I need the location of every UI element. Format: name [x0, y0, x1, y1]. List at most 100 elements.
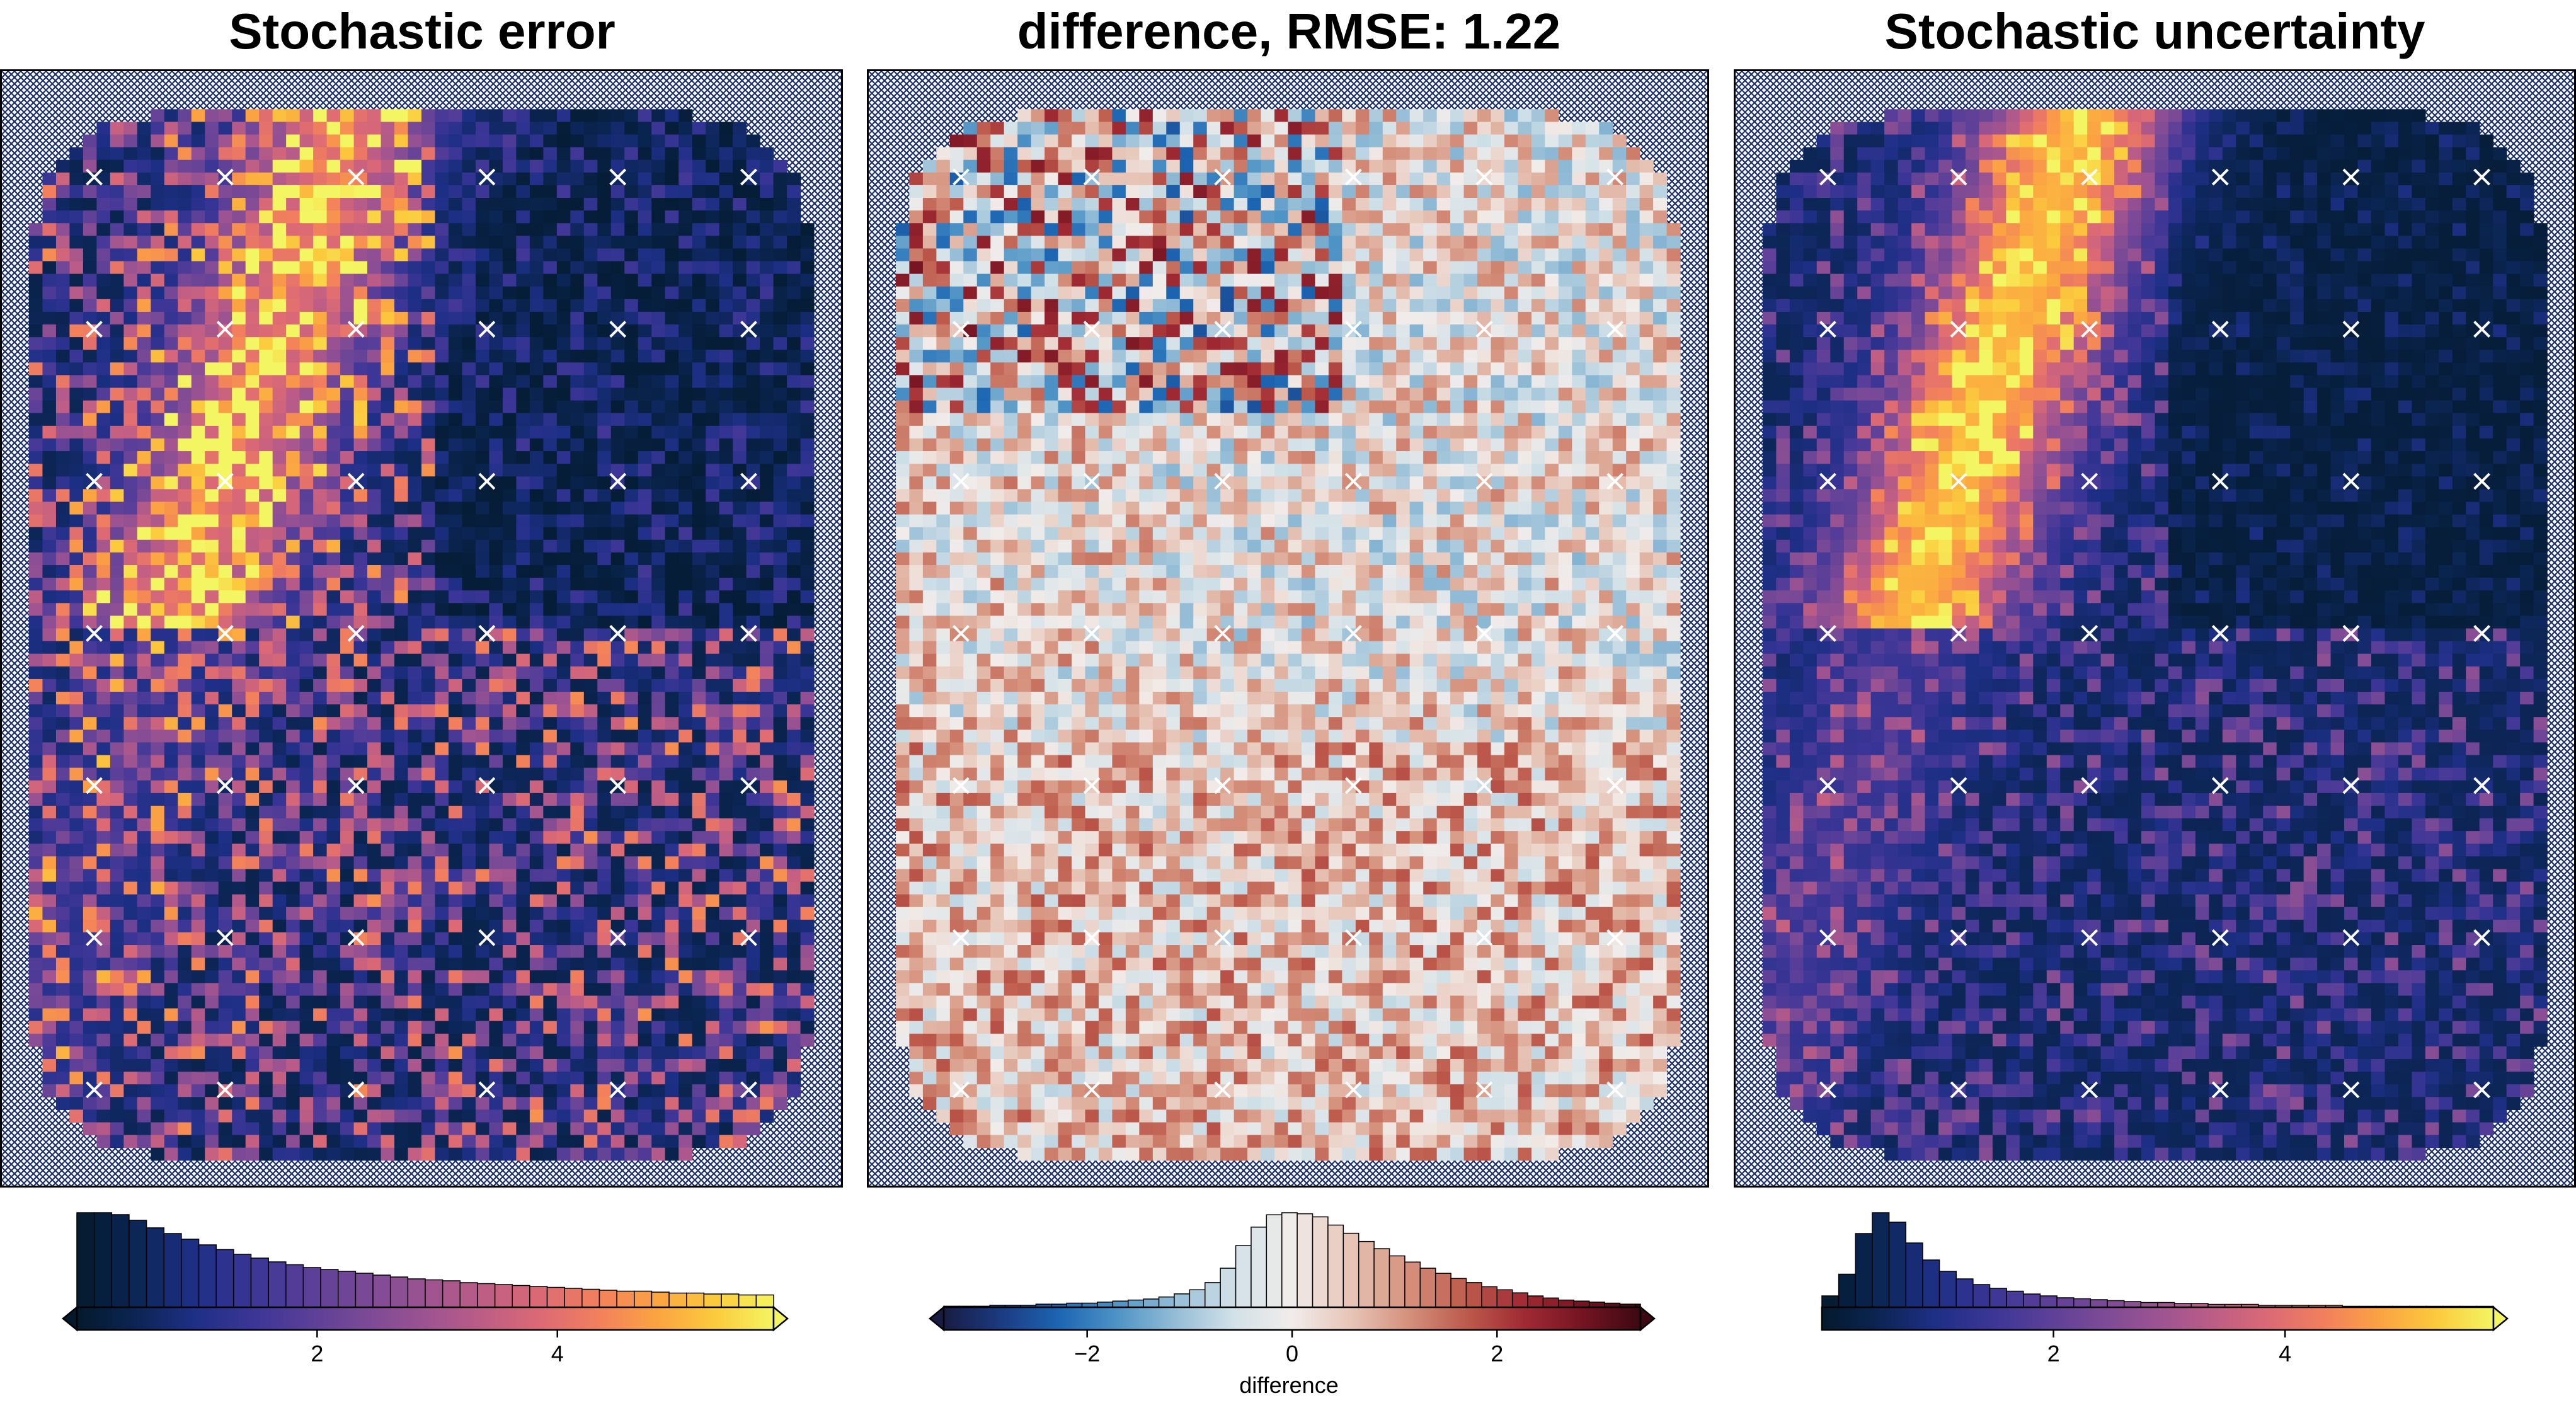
heatmap-cell — [543, 818, 558, 832]
heatmap-cell — [96, 198, 111, 211]
heatmap-cell — [164, 438, 178, 452]
heatmap-cell — [583, 387, 598, 401]
heatmap-cell — [529, 603, 544, 616]
heatmap-cell — [448, 818, 463, 832]
heatmap-cell — [475, 273, 490, 287]
heatmap-cell — [232, 1084, 246, 1097]
heatmap-cell — [773, 489, 787, 503]
heatmap-cell — [151, 616, 165, 629]
heatmap-cell — [367, 666, 382, 680]
heatmap-cell — [435, 679, 449, 692]
heatmap-cell — [299, 311, 314, 325]
heatmap-cell — [1491, 159, 1505, 173]
heatmap-cell — [516, 1072, 530, 1085]
heatmap-cell — [435, 552, 449, 566]
heatmap-cell — [678, 147, 693, 161]
heatmap-cell — [326, 337, 341, 350]
heatmap-cell — [299, 730, 314, 743]
heatmap-cell — [313, 970, 328, 983]
heatmap-cell — [678, 1147, 693, 1161]
heatmap-cell — [286, 692, 301, 705]
heatmap-cell — [272, 907, 287, 920]
heatmap-cell — [83, 425, 97, 439]
heatmap-cell — [205, 805, 219, 819]
heatmap-cell — [137, 919, 151, 933]
heatmap-cell — [760, 438, 774, 452]
heatmap-cell — [787, 489, 801, 503]
heatmap-cell — [421, 907, 436, 920]
heatmap-cell — [137, 362, 151, 376]
heatmap-cell — [489, 350, 503, 363]
heatmap-cell — [1193, 134, 1208, 148]
heatmap-cell — [760, 590, 774, 604]
heatmap-cell — [245, 970, 260, 983]
heatmap-cell — [1234, 109, 1248, 123]
heatmap-cell — [746, 958, 760, 971]
heatmap-cell — [760, 793, 774, 806]
heatmap-cell — [381, 1122, 395, 1136]
heatmap-cell — [313, 628, 328, 642]
heatmap-cell — [110, 616, 124, 629]
heatmap-cell — [773, 590, 787, 604]
heatmap-cell — [665, 869, 679, 883]
heatmap-cell — [733, 1122, 747, 1136]
heatmap-cell — [245, 831, 260, 844]
heatmap-cell — [178, 464, 192, 477]
heatmap-cell — [421, 438, 436, 452]
heatmap-cell — [651, 755, 666, 769]
heatmap-cell — [692, 1008, 706, 1022]
heatmap-cell — [408, 350, 422, 363]
heatmap-cell — [583, 856, 598, 870]
heatmap-cell — [678, 489, 693, 503]
heatmap-cell — [529, 869, 544, 883]
heatmap-cell — [502, 172, 517, 186]
heatmap-cell — [137, 1109, 151, 1123]
heatmap-cell — [556, 1072, 571, 1085]
heatmap-cell — [151, 653, 165, 667]
heatmap-cell — [28, 970, 43, 983]
heatmap-cell — [570, 641, 585, 655]
heatmap-cell — [678, 742, 693, 756]
heatmap-cell — [55, 641, 71, 655]
heatmap-cell — [489, 603, 503, 616]
heatmap-cell — [42, 818, 57, 832]
heatmap-cell — [340, 248, 355, 262]
heatmap-cell — [692, 856, 706, 870]
heatmap-cell — [164, 527, 178, 541]
heatmap-cell — [773, 464, 787, 477]
heatmap-cell — [665, 970, 679, 983]
heatmap-cell — [218, 767, 232, 781]
heatmap-cell — [678, 134, 693, 148]
heatmap-cell — [746, 616, 760, 629]
heatmap-cell — [313, 210, 328, 224]
heatmap-cell — [719, 324, 733, 338]
heatmap-cell — [421, 451, 436, 464]
heatmap-cell — [665, 109, 679, 123]
heatmap-cell — [123, 704, 138, 718]
heatmap-cell — [137, 932, 151, 946]
heatmap-cell — [638, 311, 652, 325]
heatmap-cell — [381, 818, 395, 832]
heatmap-cell — [706, 717, 720, 730]
heatmap-cell — [69, 451, 84, 464]
heatmap-cell — [151, 983, 165, 997]
heatmap-cell — [1193, 122, 1208, 135]
heatmap-cell — [205, 831, 219, 844]
heatmap-cell — [556, 1008, 571, 1022]
heatmap-cell — [367, 742, 382, 756]
heatmap-cell — [529, 464, 544, 477]
heatmap-cell — [367, 501, 382, 515]
heatmap-cell — [394, 881, 409, 895]
heatmap-cell — [381, 387, 395, 401]
heatmap-cell — [69, 172, 84, 186]
heatmap-cell — [800, 679, 815, 692]
heatmap-cell — [286, 616, 301, 629]
heatmap-cell — [1436, 122, 1451, 135]
heatmap-cell — [408, 134, 422, 148]
heatmap-cell — [502, 425, 517, 439]
heatmap-cell — [529, 299, 544, 312]
heatmap-cell — [610, 501, 625, 515]
heatmap-cell — [245, 881, 260, 895]
heatmap-cell — [394, 805, 409, 819]
heatmap-cell — [760, 311, 774, 325]
